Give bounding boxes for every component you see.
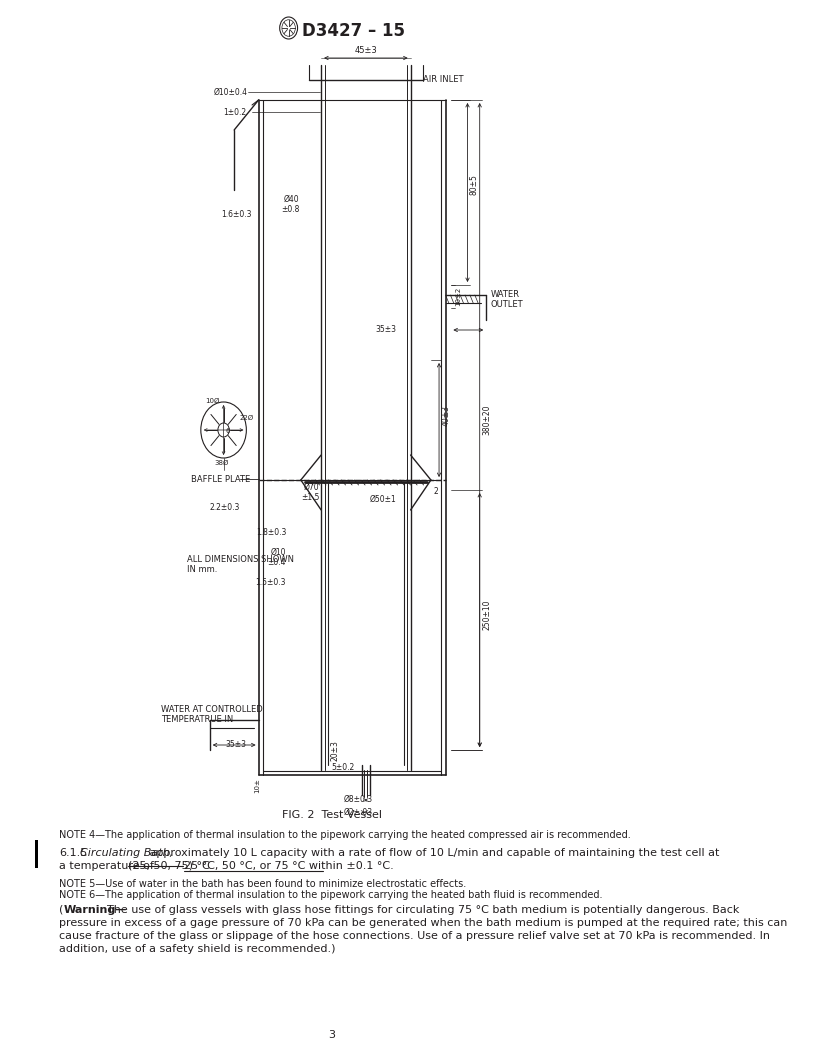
Text: Ø10
±0.4: Ø10 ±0.4 xyxy=(268,548,286,567)
Text: 40±3: 40±3 xyxy=(441,404,450,426)
Text: 45±3: 45±3 xyxy=(354,46,377,55)
Text: The use of glass vessels with glass hose fittings for circulating 75 °C bath med: The use of glass vessels with glass hose… xyxy=(107,905,738,914)
Text: cause fracture of the glass or slippage of the hose connections. Use of a pressu: cause fracture of the glass or slippage … xyxy=(60,931,770,941)
Text: (25, 50, 75) °C: (25, 50, 75) °C xyxy=(127,861,210,871)
Text: Ø40
±0.8: Ø40 ±0.8 xyxy=(281,195,299,214)
Text: 35±3: 35±3 xyxy=(375,325,397,334)
Text: Ø70
±1.5: Ø70 ±1.5 xyxy=(301,483,320,503)
Text: 6: 6 xyxy=(225,428,230,434)
Text: (: ( xyxy=(60,905,64,914)
Text: D3427 – 15: D3427 – 15 xyxy=(303,22,406,40)
Text: 10±: 10± xyxy=(254,778,260,793)
Text: ALL DIMENSIONS SHOWN
IN mm.: ALL DIMENSIONS SHOWN IN mm. xyxy=(187,555,294,574)
Text: pressure in excess of a gage pressure of 70 kPa can be generated when the bath m: pressure in excess of a gage pressure of… xyxy=(60,918,787,928)
Text: addition, use of a safety shield is recommended.): addition, use of a safety shield is reco… xyxy=(60,944,336,954)
Text: 6.1.5: 6.1.5 xyxy=(60,848,87,857)
Text: Ø10±0.4: Ø10±0.4 xyxy=(214,88,248,97)
Text: NOTE 4—The application of thermal insulation to the pipework carrying the heated: NOTE 4—The application of thermal insula… xyxy=(60,830,631,840)
Text: BAFFLE PLATE: BAFFLE PLATE xyxy=(191,475,251,484)
Bar xyxy=(35,840,38,868)
Text: 20±3: 20±3 xyxy=(331,740,340,761)
Text: 1±0.2: 1±0.2 xyxy=(224,108,246,117)
Text: Ø50±1: Ø50±1 xyxy=(370,495,397,504)
Text: a temperature of: a temperature of xyxy=(60,861,157,871)
Text: Ø8±0.3: Ø8±0.3 xyxy=(344,795,372,804)
Text: FIG. 2  Test Vessel: FIG. 2 Test Vessel xyxy=(282,810,382,821)
Text: 250±10: 250±10 xyxy=(482,600,491,630)
Text: 1.8±0.3: 1.8±0.3 xyxy=(256,528,286,538)
Text: WATER AT CONTROLLED
TEMPERATRUE IN: WATER AT CONTROLLED TEMPERATRUE IN xyxy=(161,705,263,724)
Text: 1.5±0.3: 1.5±0.3 xyxy=(255,578,286,587)
Text: 25 °C, 50 °C, or 75 °C within ±0.1 °C.: 25 °C, 50 °C, or 75 °C within ±0.1 °C. xyxy=(184,861,394,871)
Text: 10Ø: 10Ø xyxy=(205,398,220,404)
Text: 22Ø: 22Ø xyxy=(240,415,254,421)
Text: 80±5: 80±5 xyxy=(470,174,479,195)
Text: 35±3: 35±3 xyxy=(225,740,246,749)
Text: 380±20: 380±20 xyxy=(482,404,491,435)
Text: 1.6±0.3: 1.6±0.3 xyxy=(222,210,252,219)
Text: 10±2: 10±2 xyxy=(455,287,461,306)
Text: Circulating Bath,: Circulating Bath, xyxy=(80,848,173,857)
Text: 38Ø: 38Ø xyxy=(215,460,229,466)
Text: 3: 3 xyxy=(328,1030,335,1040)
Text: WATER
OUTLET: WATER OUTLET xyxy=(490,290,523,309)
Text: approximately 10 L capacity with a rate of flow of 10 L/min and capable of maint: approximately 10 L capacity with a rate … xyxy=(146,848,720,857)
Text: Ø2±.03: Ø2±.03 xyxy=(344,808,372,817)
Text: 2: 2 xyxy=(433,487,438,496)
Text: 5±0.2: 5±0.2 xyxy=(331,763,354,772)
Text: 2.2±0.3: 2.2±0.3 xyxy=(210,503,240,512)
Text: NOTE 6—The application of thermal insulation to the pipework carrying the heated: NOTE 6—The application of thermal insula… xyxy=(60,890,603,900)
Text: Warning—: Warning— xyxy=(64,905,126,914)
Text: AIR INLET: AIR INLET xyxy=(423,75,463,84)
Text: NOTE 5—Use of water in the bath has been found to minimize electrostatic effects: NOTE 5—Use of water in the bath has been… xyxy=(60,879,467,889)
